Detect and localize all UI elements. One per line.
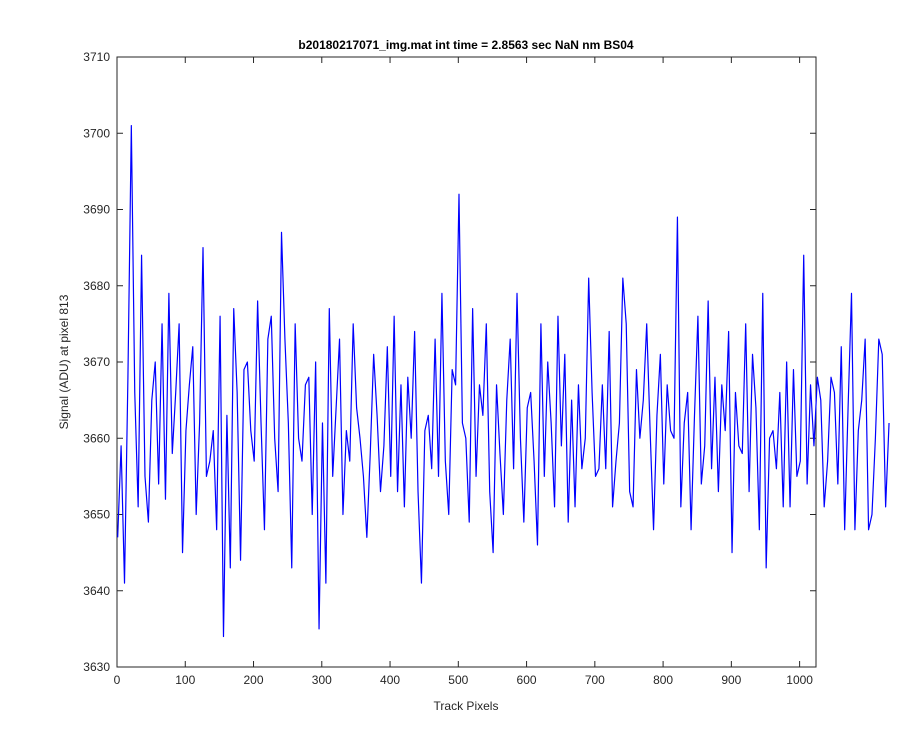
x-tick-label: 200 (244, 673, 264, 687)
x-tick-label: 100 (175, 673, 195, 687)
x-tick-label: 1000 (786, 673, 813, 687)
y-axis-ticks: 3630 3640 3650 3660 3670 3680 3690 3700 3710 (83, 50, 816, 674)
y-axis-label: Signal (ADU) at pixel 813 (57, 294, 71, 429)
x-tick-label: 400 (380, 673, 400, 687)
y-tick-label: 3640 (83, 584, 110, 598)
y-tick-label: 3670 (83, 355, 110, 369)
chart-title: b20180217071_img.mat int time = 2.8563 s… (298, 38, 634, 52)
x-tick-label: 800 (653, 673, 673, 687)
y-tick-label: 3630 (83, 660, 110, 674)
y-tick-label: 3690 (83, 203, 110, 217)
x-tick-label: 900 (721, 673, 741, 687)
plot-area (116, 56, 817, 668)
y-tick-label: 3680 (83, 279, 110, 293)
y-tick-label: 3700 (83, 126, 110, 140)
x-axis-ticks: 0 100 200 300 400 500 600 700 800 900 1000 (114, 57, 813, 687)
x-tick-label: 300 (312, 673, 332, 687)
x-axis-label: Track Pixels (434, 699, 499, 713)
series-line (117, 125, 890, 638)
y-tick-label: 3660 (83, 431, 110, 445)
x-tick-label: 500 (448, 673, 468, 687)
x-tick-label: 600 (517, 673, 537, 687)
x-tick-label: 700 (585, 673, 605, 687)
y-tick-label: 3650 (83, 508, 110, 522)
y-tick-label: 3710 (83, 50, 110, 64)
x-tick-label: 0 (114, 673, 121, 687)
